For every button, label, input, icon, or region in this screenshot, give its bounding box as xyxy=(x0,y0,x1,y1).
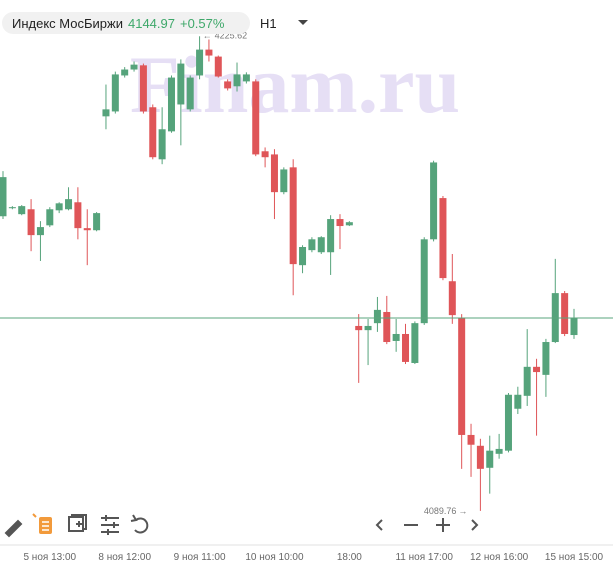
watermark: Finam.ru xyxy=(130,39,460,130)
candle-body xyxy=(467,434,475,445)
interval: H1 xyxy=(260,16,277,31)
candle-body xyxy=(18,206,26,215)
dropdown-arrow xyxy=(297,20,308,25)
candle-body xyxy=(149,107,157,158)
candle-body xyxy=(214,56,222,77)
max-arrow: ← xyxy=(203,30,212,40)
change: +0.57% xyxy=(179,15,225,31)
candle-body xyxy=(364,325,372,331)
max-annotation: 4225.62 xyxy=(215,30,248,40)
candle-body xyxy=(299,246,307,266)
candle-body xyxy=(139,65,147,112)
toolbar xyxy=(4,513,479,538)
candle-body xyxy=(196,49,204,76)
candle-body xyxy=(570,318,578,336)
pencil-icon[interactable] xyxy=(4,519,23,538)
candle-body xyxy=(83,228,91,231)
candle-body xyxy=(514,394,522,409)
candle-body xyxy=(167,77,175,132)
x-tick-label: 11 ноя 17:00 xyxy=(395,552,453,563)
candle-body xyxy=(289,167,297,265)
candle-body xyxy=(130,64,138,70)
candle-body xyxy=(177,63,185,105)
instrument-pill[interactable]: Индекс МосБиржи 4144.97 +0.57% xyxy=(2,12,250,34)
candle-body xyxy=(430,162,438,240)
candle-body xyxy=(308,239,316,251)
candle-body xyxy=(36,227,44,236)
candle-body xyxy=(402,333,410,362)
candle-body xyxy=(355,325,363,331)
candle-body xyxy=(205,49,213,56)
candle-body xyxy=(542,342,550,375)
candle-body xyxy=(65,199,73,210)
candle-body xyxy=(0,177,7,217)
candle-body xyxy=(458,317,466,435)
x-tick-label: 5 ноя 13:00 xyxy=(23,552,76,563)
candle-body xyxy=(561,293,569,334)
candle-body xyxy=(495,448,503,454)
min-annotation: 4089.76 xyxy=(424,506,457,516)
candle-body xyxy=(504,394,512,451)
candle-body xyxy=(261,151,269,158)
x-tick-label: 12 ноя 16:00 xyxy=(470,552,529,563)
candle-body xyxy=(102,109,110,117)
candle-body xyxy=(392,333,400,341)
candle-body xyxy=(121,69,129,76)
note-spark xyxy=(32,513,37,518)
candle-body xyxy=(8,207,16,209)
candle-body xyxy=(270,154,278,193)
candle-body xyxy=(420,239,428,324)
candle-body xyxy=(186,77,194,110)
candle-body xyxy=(448,281,456,316)
x-tick-label: 9 ноя 11:00 xyxy=(174,552,226,563)
candle-body xyxy=(27,209,35,236)
x-tick-label: 15 ноя 15:00 xyxy=(545,552,604,563)
candle-body xyxy=(383,311,391,343)
candle-body xyxy=(252,81,260,155)
undo-arrow xyxy=(130,514,138,522)
candle-body xyxy=(55,203,63,211)
candle-body xyxy=(411,323,419,363)
x-tick-label: 8 ноя 12:00 xyxy=(98,552,151,563)
note-lines xyxy=(42,521,49,531)
candle-body xyxy=(336,219,344,227)
instrument-name: Индекс МосБиржи xyxy=(12,15,123,31)
candle-body xyxy=(533,366,541,373)
candle-body xyxy=(327,219,335,253)
add-plus xyxy=(71,514,87,530)
candle-body xyxy=(345,222,353,226)
candle-body xyxy=(523,366,531,396)
min-arrow: → xyxy=(458,506,467,516)
add-indicator-icon[interactable] xyxy=(68,516,84,532)
candle-body xyxy=(74,202,82,229)
candle-body xyxy=(233,74,241,87)
candle-body xyxy=(280,169,288,193)
candle-body xyxy=(476,445,484,469)
scroll-left[interactable] xyxy=(375,519,383,531)
candle-body xyxy=(317,237,325,253)
candle-body xyxy=(93,213,101,231)
settings-knobs xyxy=(105,515,115,535)
scroll-right[interactable] xyxy=(471,519,479,531)
candle-body xyxy=(242,74,250,82)
settings-icon[interactable] xyxy=(101,517,119,533)
undo-icon[interactable] xyxy=(134,517,149,534)
interval-select[interactable]: H1 xyxy=(260,16,308,31)
last-price: 4144.97 xyxy=(127,15,175,31)
candle-body xyxy=(373,309,381,324)
candle-body xyxy=(486,450,494,468)
zoom-in[interactable] xyxy=(436,518,450,532)
candle-body xyxy=(158,129,166,160)
x-tick-label: 10 ноя 10:00 xyxy=(245,552,304,563)
x-tick-label: 18:00 xyxy=(337,552,362,563)
candle-body xyxy=(46,209,54,226)
candle-body xyxy=(224,81,232,89)
candle-body xyxy=(439,198,447,279)
candle-body xyxy=(111,74,119,112)
